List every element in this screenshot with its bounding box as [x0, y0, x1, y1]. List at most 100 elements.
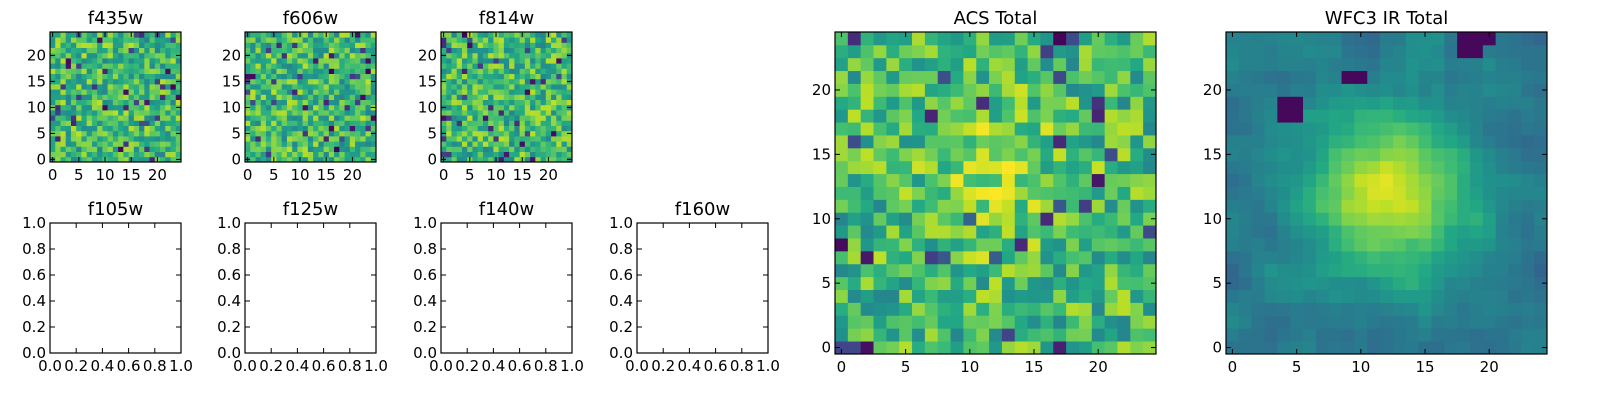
heatmap-cell: [1457, 70, 1471, 84]
heatmap-cell: [107, 47, 114, 54]
heatmap-cell: [313, 125, 319, 132]
heatmap-cell: [1392, 212, 1407, 226]
heatmap-cell: [65, 42, 72, 48]
heatmap-cell: [102, 99, 109, 106]
heatmap-cell: [276, 99, 283, 106]
heatmap-cell: [370, 151, 377, 158]
heatmap-cell: [245, 151, 251, 158]
heatmap-cell: [1315, 212, 1330, 226]
heatmap-cell: [1418, 186, 1432, 200]
heatmap-cell: [265, 94, 272, 100]
heatmap-cell: [323, 125, 330, 132]
heatmap-cell: [1277, 32, 1291, 46]
heatmap-cell: [160, 68, 166, 74]
heatmap-cell: [102, 151, 109, 158]
heatmap-cell: [446, 115, 452, 121]
y-tick-label: 0: [36, 150, 46, 168]
heatmap-cell: [1290, 147, 1304, 162]
heatmap-cell: [276, 73, 283, 80]
heatmap-cell: [488, 136, 494, 142]
heatmap-cell: [286, 141, 293, 147]
heatmap-cell: [271, 78, 277, 85]
heatmap-cell: [1053, 186, 1067, 200]
heatmap-cell: [1444, 135, 1458, 149]
heatmap-cell: [937, 160, 951, 175]
heatmap-cell: [551, 146, 557, 152]
heatmap-cell: [498, 47, 505, 54]
heatmap-cell: [297, 42, 304, 48]
heatmap-cell: [318, 32, 324, 38]
heatmap-cell: [1053, 276, 1067, 290]
axes-frame: [49, 31, 182, 163]
heatmap-cell: [524, 73, 531, 80]
heatmap-cell: [1143, 32, 1157, 46]
heatmap-cell: [1027, 238, 1041, 252]
heatmap-cell: [160, 136, 166, 142]
heatmap-cell: [477, 156, 484, 163]
heatmap-cell: [365, 42, 372, 48]
heatmap-cell: [170, 146, 177, 152]
x-tick-label: 0.6: [704, 357, 728, 375]
heatmap-cell: [1482, 302, 1497, 316]
heatmap-cell: [461, 52, 468, 59]
heatmap-cell: [81, 151, 88, 158]
heatmap-cell: [860, 147, 874, 162]
heatmap-cell: [118, 94, 124, 100]
heatmap-cell: [360, 136, 366, 142]
heatmap-cell: [1508, 212, 1522, 226]
heatmap-cell: [1431, 122, 1445, 136]
heatmap-cell: [70, 68, 77, 74]
heatmap-cell: [328, 52, 335, 59]
heatmap-cell: [514, 110, 520, 116]
heatmap-cell: [1091, 173, 1106, 187]
heatmap-cell: [847, 122, 862, 136]
heatmap-cell: [1117, 328, 1131, 342]
heatmap-cell: [118, 84, 124, 90]
heatmap-cell: [535, 42, 541, 48]
heatmap-cell: [302, 94, 309, 100]
heatmap-cell: [1264, 44, 1278, 59]
heatmap-cell: [1053, 96, 1067, 110]
heatmap-cell: [950, 302, 964, 316]
heatmap-cell: [1053, 135, 1067, 149]
heatmap-cell: [467, 63, 473, 69]
heatmap-cell: [1341, 44, 1355, 59]
heatmap-cell: [540, 125, 547, 132]
heatmap-cell: [1053, 70, 1067, 84]
heatmap-cell: [149, 42, 156, 48]
heatmap-cell: [976, 160, 990, 175]
heatmap-cell: [313, 89, 319, 95]
heatmap-cell: [292, 84, 298, 90]
heatmap-cell: [503, 89, 510, 95]
heatmap-cell: [556, 130, 562, 137]
heatmap-cell: [81, 37, 88, 43]
y-tick-label: 1.0: [22, 214, 46, 232]
heatmap-cell: [873, 57, 887, 72]
heatmap-cell: [446, 130, 452, 137]
heatmap-cell: [446, 146, 452, 152]
y-tick-label: 10: [1203, 210, 1222, 228]
heatmap-cell: [107, 58, 114, 64]
heatmap-cell: [370, 136, 377, 142]
heatmap-cell: [1001, 302, 1016, 316]
heatmap-cell: [451, 130, 458, 137]
heatmap-cell: [472, 52, 479, 59]
x-tick-label: 0.6: [312, 357, 336, 375]
heatmap-cell: [1290, 238, 1304, 252]
heatmap-cell: [886, 289, 900, 303]
heatmap-cell: [456, 136, 463, 142]
heatmap-cell: [1328, 96, 1342, 110]
heatmap-cell: [328, 47, 335, 54]
heatmap-cell: [323, 89, 330, 95]
heatmap-cell: [1482, 57, 1497, 72]
heatmap-cell: [302, 68, 309, 74]
heatmap-cell: [1078, 109, 1093, 123]
heatmap-cell: [281, 94, 288, 100]
heatmap-cell: [97, 63, 103, 69]
heatmap-cell: [118, 141, 124, 147]
heatmap-cell: [260, 120, 267, 126]
heatmap-cell: [477, 136, 484, 142]
heatmap-cell: [1277, 212, 1291, 226]
heatmap-cell: [250, 84, 256, 90]
